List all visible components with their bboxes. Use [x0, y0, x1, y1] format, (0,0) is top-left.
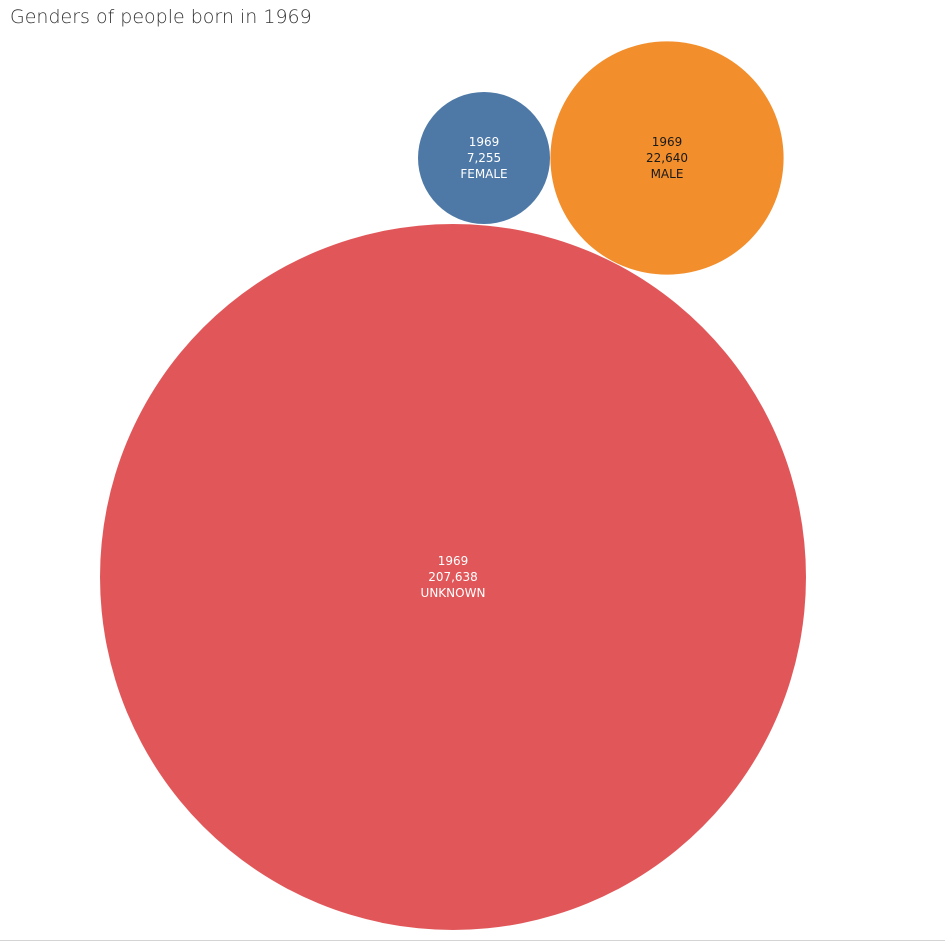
bubble-label-gender-male: MALE — [651, 167, 684, 181]
bubble-circle-male[interactable] — [550, 41, 784, 275]
bubble-label-gender-unknown: UNKNOWN — [421, 586, 486, 600]
bubble-label-gender-female: FEMALE — [460, 167, 507, 181]
bubble-circle-female[interactable] — [418, 92, 550, 224]
bubble-label-year-female: 1969 — [469, 135, 500, 149]
bubble-label-count-female: 7,255 — [467, 151, 501, 165]
chart-title: Genders of people born in 1969 — [10, 6, 312, 28]
bubble-label-count-unknown: 207,638 — [428, 570, 478, 584]
bubble-label-year-unknown: 1969 — [438, 554, 469, 568]
bubble-male[interactable]: 1969 22,640 MALE — [550, 41, 784, 275]
bubble-label-year-male: 1969 — [652, 135, 683, 149]
bubble-female[interactable]: 1969 7,255 FEMALE — [418, 92, 550, 224]
bubble-label-count-male: 22,640 — [646, 151, 688, 165]
bubble-circle-unknown[interactable] — [100, 224, 806, 930]
bubble-unknown[interactable]: 1969 207,638 UNKNOWN — [100, 224, 806, 930]
